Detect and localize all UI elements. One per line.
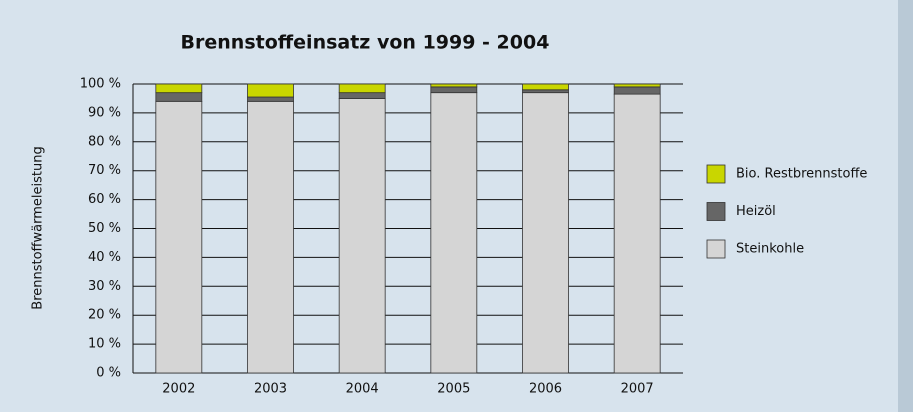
bar-segment (430, 86, 478, 94)
bar-segment (522, 89, 569, 94)
y-axis-label: Brennstoffwärmeleistung (31, 146, 46, 309)
bar-segment (613, 93, 661, 374)
bar-segment (338, 98, 386, 374)
x-tick-label: 2003 (254, 382, 287, 397)
bar-segment (155, 100, 203, 374)
bar-segment (338, 83, 386, 94)
shadow (898, 0, 913, 412)
bar-segment (247, 96, 294, 102)
x-tick-label: 2005 (437, 382, 470, 397)
y-tick-label: 60 % (88, 192, 121, 207)
legend-swatch (706, 164, 726, 184)
x-tick-label: 2006 (529, 382, 562, 397)
legend-swatch (706, 202, 726, 221)
legend-label: Steinkohle (736, 242, 804, 257)
y-tick-label: 100 % (80, 77, 121, 92)
y-tick-label: 30 % (88, 279, 121, 294)
bar-segment (430, 83, 478, 88)
y-tick-label: 90 % (88, 105, 121, 120)
y-tick-label: 10 % (88, 337, 121, 352)
x-tick-label: 2002 (162, 382, 195, 397)
legend-label: Bio. Restbrennstoffe (736, 167, 867, 182)
y-tick-label: 20 % (88, 308, 121, 323)
bar-segment (522, 83, 569, 91)
legend-label: Heizöl (736, 204, 776, 219)
legend-swatch (706, 239, 726, 259)
x-tick-label: 2007 (621, 382, 654, 397)
bar-segment (430, 92, 478, 374)
bar-segment (338, 92, 386, 99)
bar-segment (155, 92, 203, 102)
y-tick-label: 40 % (88, 250, 121, 265)
y-tick-label: 0 % (96, 366, 121, 381)
bar-segment (522, 92, 569, 374)
bar-segment (613, 86, 661, 95)
y-tick-label: 70 % (88, 163, 121, 178)
bar-segment (247, 100, 294, 374)
y-tick-label: 80 % (88, 134, 121, 149)
y-tick-label: 50 % (88, 221, 121, 236)
chart-title: Brennstoffeinsatz von 1999 - 2004 (181, 32, 550, 54)
x-tick-label: 2004 (346, 382, 379, 397)
bar-segment (247, 83, 294, 98)
bar-segment (155, 83, 203, 94)
bar-segment (613, 83, 661, 88)
